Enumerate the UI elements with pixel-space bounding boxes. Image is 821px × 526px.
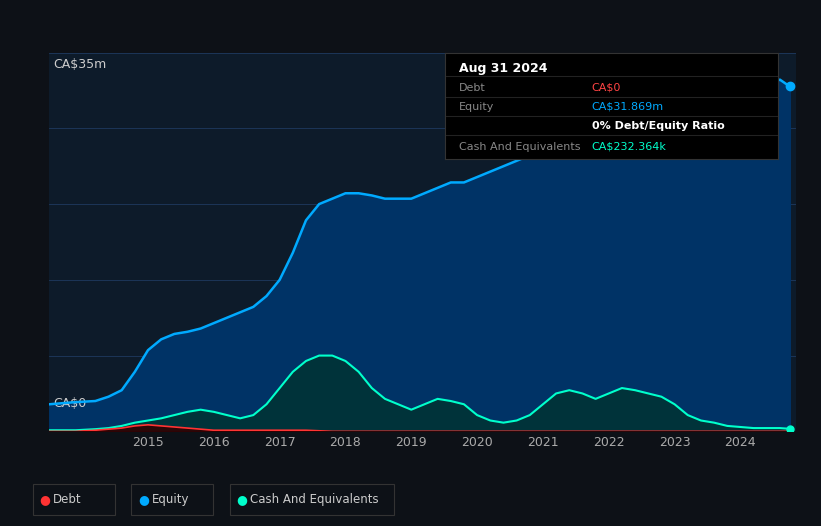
Text: CA$0: CA$0 xyxy=(591,83,621,93)
Text: Cash And Equivalents: Cash And Equivalents xyxy=(250,493,379,506)
Text: CA$31.869m: CA$31.869m xyxy=(591,102,663,112)
Text: Cash And Equivalents: Cash And Equivalents xyxy=(458,142,580,152)
Text: CA$232.364k: CA$232.364k xyxy=(591,142,667,152)
Text: 0% Debt/Equity Ratio: 0% Debt/Equity Ratio xyxy=(591,121,724,131)
Text: ●: ● xyxy=(236,493,248,506)
Text: Debt: Debt xyxy=(458,83,485,93)
Text: CA$35m: CA$35m xyxy=(53,58,106,72)
Text: ●: ● xyxy=(138,493,149,506)
Text: Equity: Equity xyxy=(458,102,494,112)
Text: CA$0: CA$0 xyxy=(53,398,86,410)
Text: Aug 31 2024: Aug 31 2024 xyxy=(458,62,547,75)
Text: Equity: Equity xyxy=(152,493,190,506)
Text: ●: ● xyxy=(39,493,51,506)
Text: Debt: Debt xyxy=(53,493,82,506)
